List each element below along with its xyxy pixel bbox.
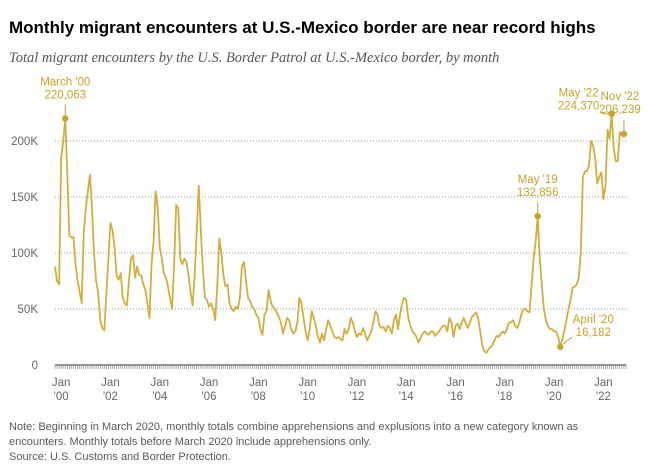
annotation-dot	[608, 110, 615, 117]
chart-subtitle: Total migrant encounters by the U.S. Bor…	[9, 50, 500, 66]
y-tick-label: 0	[32, 360, 38, 372]
y-tick-label: 100K	[11, 248, 38, 260]
y-axis-tick-labels: 0 50K 100K 150K 200K	[11, 136, 38, 372]
series-line-layer	[54, 112, 625, 354]
annotation-value: 224,370	[558, 101, 600, 113]
annotation-value: 132,856	[517, 187, 559, 199]
x-tick-label: Jan '20	[545, 377, 564, 403]
x-tick-label: Jan '00	[52, 377, 71, 403]
y-tick-label: 150K	[11, 192, 38, 204]
note-text: Note: Beginning in March 2020, monthly t…	[9, 421, 579, 448]
x-tick-label: Jan '04	[150, 377, 169, 403]
annotation-label: March '00	[40, 77, 90, 89]
annotation-value: 16,182	[576, 327, 611, 339]
x-tick-label: Jan '02	[101, 377, 120, 403]
annotation-label: May '22	[559, 88, 599, 100]
annotation-label: May '19	[518, 174, 558, 186]
chart-title: Monthly migrant encounters at U.S.-Mexic…	[9, 18, 596, 37]
annotation-dot	[557, 343, 564, 351]
annotation-value: 220,063	[44, 90, 86, 102]
source-text: Source: U.S. Customs and Border Protecti…	[9, 451, 231, 463]
y-tick-label: 50K	[18, 304, 39, 316]
x-tick-label: Jan '16	[446, 377, 465, 403]
x-tick-label: Jan '18	[496, 377, 515, 403]
x-tick-label: Jan '06	[200, 377, 219, 403]
x-tick-label: Jan '12	[348, 377, 367, 403]
gridlines	[55, 140, 626, 310]
x-tick-label: Jan '10	[298, 377, 317, 403]
annotation-dot	[620, 130, 628, 138]
x-tick-label: Jan '22	[594, 377, 613, 403]
series-line	[54, 112, 625, 354]
annotation-dot	[534, 213, 541, 220]
annotation-label: Nov '22	[601, 91, 640, 103]
footnote: Note: Beginning in March 2020, monthly t…	[9, 420, 634, 465]
annotation-leader	[562, 336, 573, 345]
annotation-value: 206,239	[599, 104, 641, 116]
x-tick-label: Jan '14	[397, 377, 416, 403]
x-tick-label: Jan '08	[249, 377, 268, 403]
y-tick-label: 200K	[11, 136, 38, 148]
annotation-label: April '20	[573, 314, 614, 326]
annotation-dot	[62, 115, 69, 122]
x-axis: Jan '00 Jan '02 Jan '04 Jan '06 Jan '08 Jan '10 Jan '…	[52, 364, 627, 403]
